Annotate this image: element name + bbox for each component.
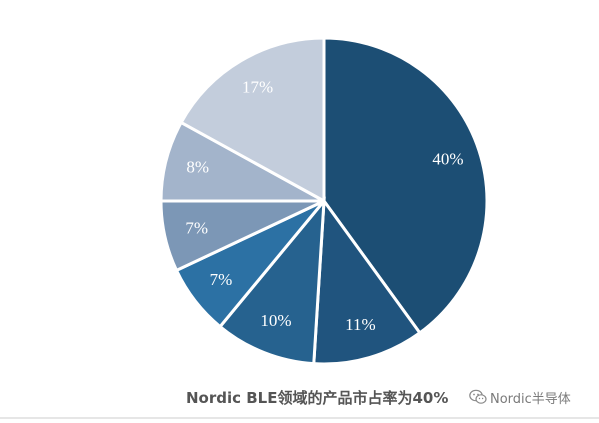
pie-slices: [159, 36, 489, 366]
slice-label-4: 7%: [210, 270, 233, 289]
slice-label-2: 11%: [345, 315, 376, 334]
divider: [0, 417, 599, 419]
pie-slice-7: [179, 36, 326, 204]
wechat-icon: [469, 389, 487, 404]
chart-caption: Nordic BLE领域的产品市占率为40%: [186, 388, 449, 407]
pie-slice-1: [322, 36, 489, 335]
watermark-text: Nordic半导体: [490, 391, 571, 407]
pie-slice-2: [312, 196, 422, 366]
pie-labels: 40% 11% 10% 7% 7% 8% 17%: [185, 78, 463, 334]
slice-label-6: 8%: [186, 158, 209, 177]
slice-label-5: 7%: [185, 218, 208, 237]
watermark: Nordic半导体: [469, 386, 571, 408]
slice-label-3: 10%: [260, 311, 291, 330]
pie-slice-3: [217, 196, 326, 366]
slice-label-1: 40%: [432, 150, 463, 169]
caption-row: Nordic BLE领域的产品市占率为40%: [186, 386, 448, 408]
slice-label-7: 17%: [242, 78, 273, 97]
